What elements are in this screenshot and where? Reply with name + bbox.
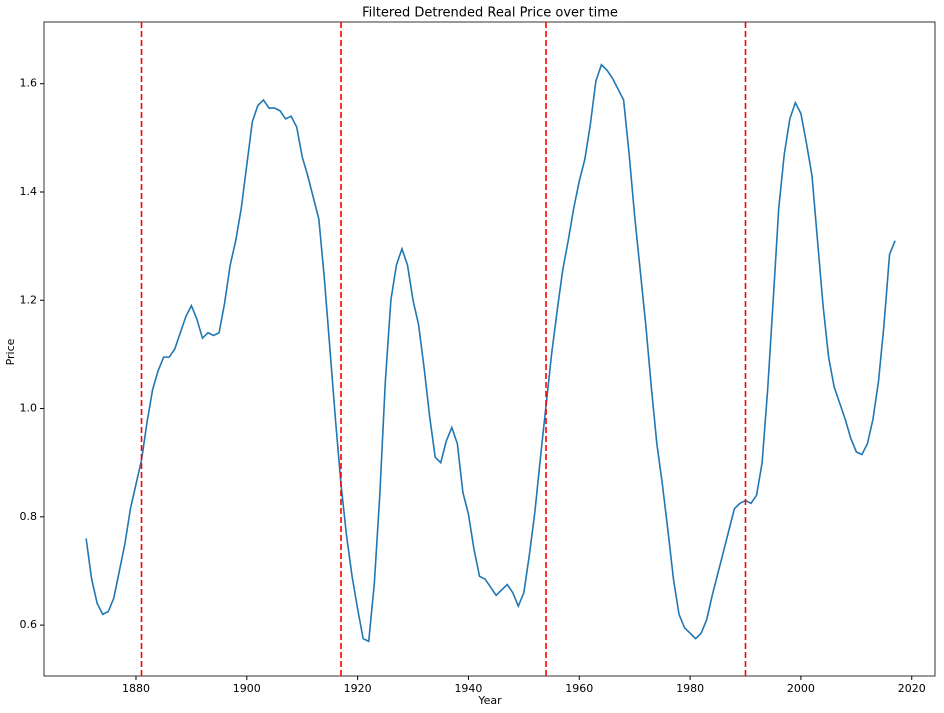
y-tick-label: 0.6: [20, 618, 38, 631]
x-tick-label: 2020: [898, 682, 926, 695]
x-tick-label: 1960: [565, 682, 593, 695]
y-tick-label: 1.6: [20, 77, 38, 90]
x-tick-label: 1920: [344, 682, 372, 695]
x-tick-label: 1940: [454, 682, 482, 695]
x-axis-label: Year: [477, 694, 502, 707]
y-tick-label: 1.4: [20, 185, 38, 198]
y-tick-label: 1.2: [20, 293, 38, 306]
x-tick-label: 1880: [122, 682, 150, 695]
x-tick-label: 1980: [676, 682, 704, 695]
price-line: [85, 63, 896, 643]
y-tick-label: 1.0: [20, 402, 38, 415]
x-tick-label: 2000: [787, 682, 815, 695]
chart-title: Filtered Detrended Real Price over time: [362, 6, 618, 21]
plot-frame: [43, 21, 936, 677]
x-tick-label: 1900: [233, 682, 261, 695]
y-axis-label: Price: [4, 338, 17, 365]
y-tick-label: 0.8: [20, 510, 38, 523]
